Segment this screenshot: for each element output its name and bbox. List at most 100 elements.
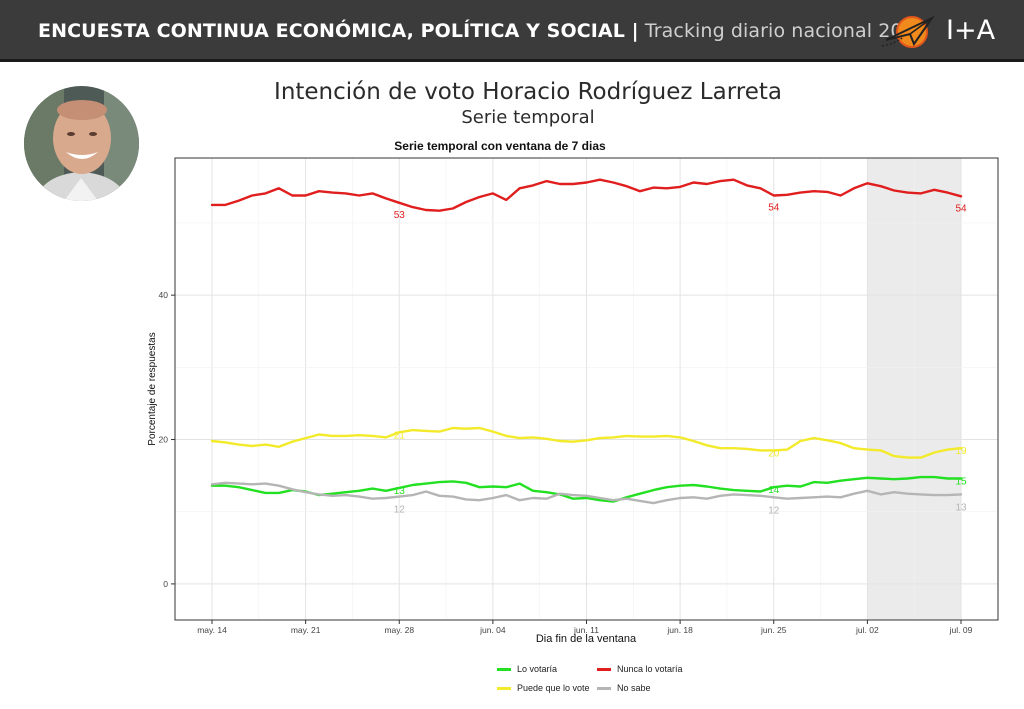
data-point [826,495,829,498]
data-point [518,482,521,485]
data-point [625,497,628,500]
data-point [304,437,307,439]
data-point [906,456,909,459]
data-point [786,497,788,500]
data-point [518,499,521,502]
data-point [465,481,467,484]
legend-swatch [497,687,511,691]
data-point [786,484,788,487]
data-point [839,479,842,482]
data-point [411,484,414,486]
data-point [291,488,294,491]
data-point [692,181,695,184]
data-point [264,482,267,485]
data-point [398,201,401,204]
data-point [920,476,922,478]
x-axis-label: Dia fin de la ventana [536,633,637,645]
data-point [813,437,815,439]
data-point [719,487,722,490]
data-point [599,499,601,502]
data-point [879,185,882,188]
data-point [652,489,655,491]
data-label: 54 [955,203,967,214]
data-point [438,481,441,483]
data-point [839,496,842,499]
data-point [612,436,615,439]
data-point [278,445,280,448]
data-point [358,194,360,197]
data-point [826,481,829,484]
data-point [906,477,909,480]
data-point [558,492,561,495]
data-point [853,478,855,481]
data-point [425,430,427,432]
data-point [679,436,681,439]
data-point [505,435,508,437]
data-point [772,449,775,452]
data-point [318,433,320,436]
data-point [505,494,508,496]
data-point [813,190,815,193]
data-point [371,487,374,490]
data-point [665,435,668,437]
data-point [237,482,240,485]
data-point [224,481,227,484]
data-point [264,192,267,195]
data-label: 15 [955,477,967,488]
data-point [639,500,641,502]
data-point [425,482,427,485]
data-point [478,196,481,198]
data-point [960,477,962,480]
data-point [505,199,508,201]
data-point [946,191,949,194]
chart-legend: Lo votaría Nunca lo votaría Puede que lo… [497,664,757,700]
data-point [331,492,334,495]
data-point [933,494,936,496]
data-point [518,187,521,190]
data-point [706,497,708,500]
header-title-light: Tracking diario nacional 202 [644,20,915,42]
data-point [933,451,936,454]
data-point [398,487,401,489]
data-label: 13 [955,502,967,513]
data-point [385,497,387,499]
data-point [572,440,574,443]
data-point [411,429,414,431]
data-point [719,494,722,497]
data-point [398,495,401,498]
data-point [933,188,936,191]
data-point [251,445,254,447]
chart-title: Serie temporal con ventana de 7 dias [394,139,606,153]
data-point [732,489,735,491]
data-point [772,496,775,499]
data-point [465,201,467,203]
data-point [304,194,307,197]
data-point [545,180,548,183]
top-bar: ENCUESTA CONTINUA ECONÓMICA, POLÍTICA Y … [0,0,1024,62]
legend-item-no-sabe: No sabe [597,683,651,693]
x-tick-label: may. 14 [197,625,227,635]
data-point [906,492,909,495]
legend-item-puede-que-lo-vote: Puede que lo vote [497,683,590,693]
data-point [278,187,280,190]
data-point [813,481,815,483]
data-point [799,485,802,488]
data-point [732,178,735,181]
data-point [679,484,681,487]
data-point [492,485,494,488]
data-point [344,494,347,496]
data-point [251,194,254,197]
data-point [906,191,909,194]
data-point [264,492,267,494]
data-point [304,491,307,494]
page-title: Intención de voto Horacio Rodríguez Larr… [274,79,782,105]
data-point [465,498,467,501]
data-point [492,192,494,195]
data-point [692,496,695,499]
data-point [706,444,708,447]
data-point [438,494,441,497]
data-point [853,492,855,495]
data-point [719,447,722,450]
data-point [545,491,548,494]
data-point [946,477,949,480]
